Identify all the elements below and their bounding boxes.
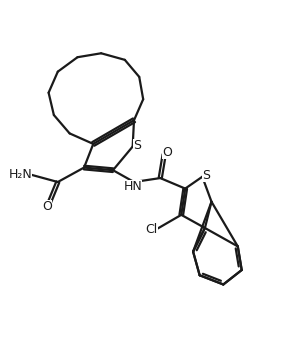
Text: S: S: [134, 139, 141, 152]
Text: O: O: [162, 146, 172, 159]
Text: O: O: [42, 200, 52, 213]
Text: H₂N: H₂N: [9, 168, 32, 181]
Text: S: S: [202, 169, 210, 182]
Text: Cl: Cl: [145, 223, 158, 236]
Text: HN: HN: [123, 180, 142, 193]
